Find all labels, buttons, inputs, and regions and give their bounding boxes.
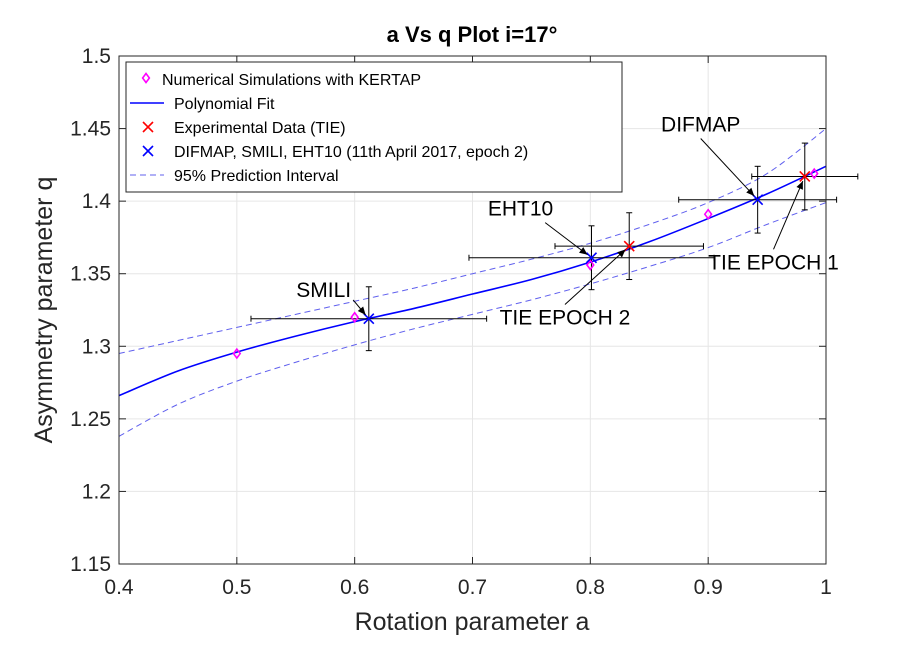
x-tick-label: 0.6 <box>340 576 369 599</box>
difmap-point <box>752 194 764 206</box>
annotations: SMILI EHT10 TIE EPOCH 2 DIFMAP TIE EPOCH 1 <box>296 113 839 329</box>
legend-cross-icon-stroke <box>142 145 154 157</box>
tie-point <box>623 240 635 252</box>
x-tick-label: 0.5 <box>222 576 251 599</box>
annotation-arrow <box>700 138 755 197</box>
difmap-point <box>585 252 598 264</box>
x-tick-label: 1 <box>820 576 832 599</box>
legend-box <box>125 61 623 193</box>
simulation-point <box>703 208 713 221</box>
markers <box>232 167 819 360</box>
y-tick-label: 1.5 <box>82 45 111 68</box>
y-tick-label: 1.45 <box>70 118 111 141</box>
prediction-lower-line <box>118 202 827 437</box>
y-tick-label: 1.3 <box>82 335 111 358</box>
y-axis-label: Asymmetry parameter q <box>30 177 58 444</box>
legend-label: 95% Prediction Interval <box>174 168 339 185</box>
y-tick-label: 1.35 <box>70 263 111 286</box>
annotation-label: EHT10 <box>488 198 553 221</box>
difmap-point-stroke <box>585 252 598 264</box>
tie-point-stroke <box>623 240 635 252</box>
y-tick-label: 1.2 <box>82 480 111 503</box>
x-tick-label: 0.7 <box>458 576 487 599</box>
tie-point-stroke <box>799 170 811 183</box>
simulation-point <box>809 167 819 180</box>
annotation-label: TIE EPOCH 1 <box>708 251 839 274</box>
legend-cross-icon <box>142 121 154 133</box>
annotation-arrowhead <box>357 306 366 315</box>
legend-label: DIFMAP, SMILI, EHT10 (11th April 2017, e… <box>174 144 528 161</box>
legend-cross-icon-stroke <box>142 121 154 133</box>
simulation-point <box>232 347 242 360</box>
annotation-arrowhead <box>746 187 755 197</box>
x-tick-label: 0.4 <box>104 576 134 599</box>
legend: Numerical Simulations with KERTAP Polynom… <box>125 61 623 193</box>
difmap-point-stroke <box>752 194 764 206</box>
prediction-upper-line <box>118 128 827 355</box>
axes-ticks: 0.4 0.5 0.6 0.7 0.8 0.9 1 1.15 1.2 1.25 1.3 1.35 1.4… <box>70 45 832 599</box>
annotation-label: DIFMAP <box>661 113 740 136</box>
prediction-interval <box>118 128 827 437</box>
annotation-arrowhead <box>579 247 588 255</box>
x-tick-label: 0.9 <box>694 576 723 599</box>
legend-diamond-icon <box>141 72 151 84</box>
annotation-arrow <box>544 222 588 256</box>
difmap-point <box>363 313 375 325</box>
x-tick-label: 0.8 <box>576 576 605 599</box>
y-tick-label: 1.15 <box>70 553 111 576</box>
legend-label: Numerical Simulations with KERTAP <box>162 72 421 89</box>
annotation-arrowhead <box>617 249 626 258</box>
legend-label: Experimental Data (TIE) <box>174 120 346 137</box>
difmap-point-stroke <box>363 313 375 325</box>
annotation-label: TIE EPOCH 2 <box>500 307 631 330</box>
y-tick-label: 1.4 <box>82 190 112 213</box>
chart-title: a Vs q Plot i=17° <box>387 22 558 47</box>
annotation-label: SMILI <box>296 279 351 302</box>
y-tick-label: 1.25 <box>70 408 111 431</box>
legend-cross-icon <box>142 145 154 157</box>
annotation-arrow <box>564 249 626 305</box>
legend-label: Polynomial Fit <box>174 96 275 113</box>
annotation-arrow <box>773 180 804 250</box>
annotation-arrowhead <box>796 181 803 190</box>
simulation-point <box>585 259 595 271</box>
simulation-point <box>350 311 360 324</box>
tie-point <box>799 170 811 183</box>
x-axis-label: Rotation parameter a <box>355 608 590 636</box>
